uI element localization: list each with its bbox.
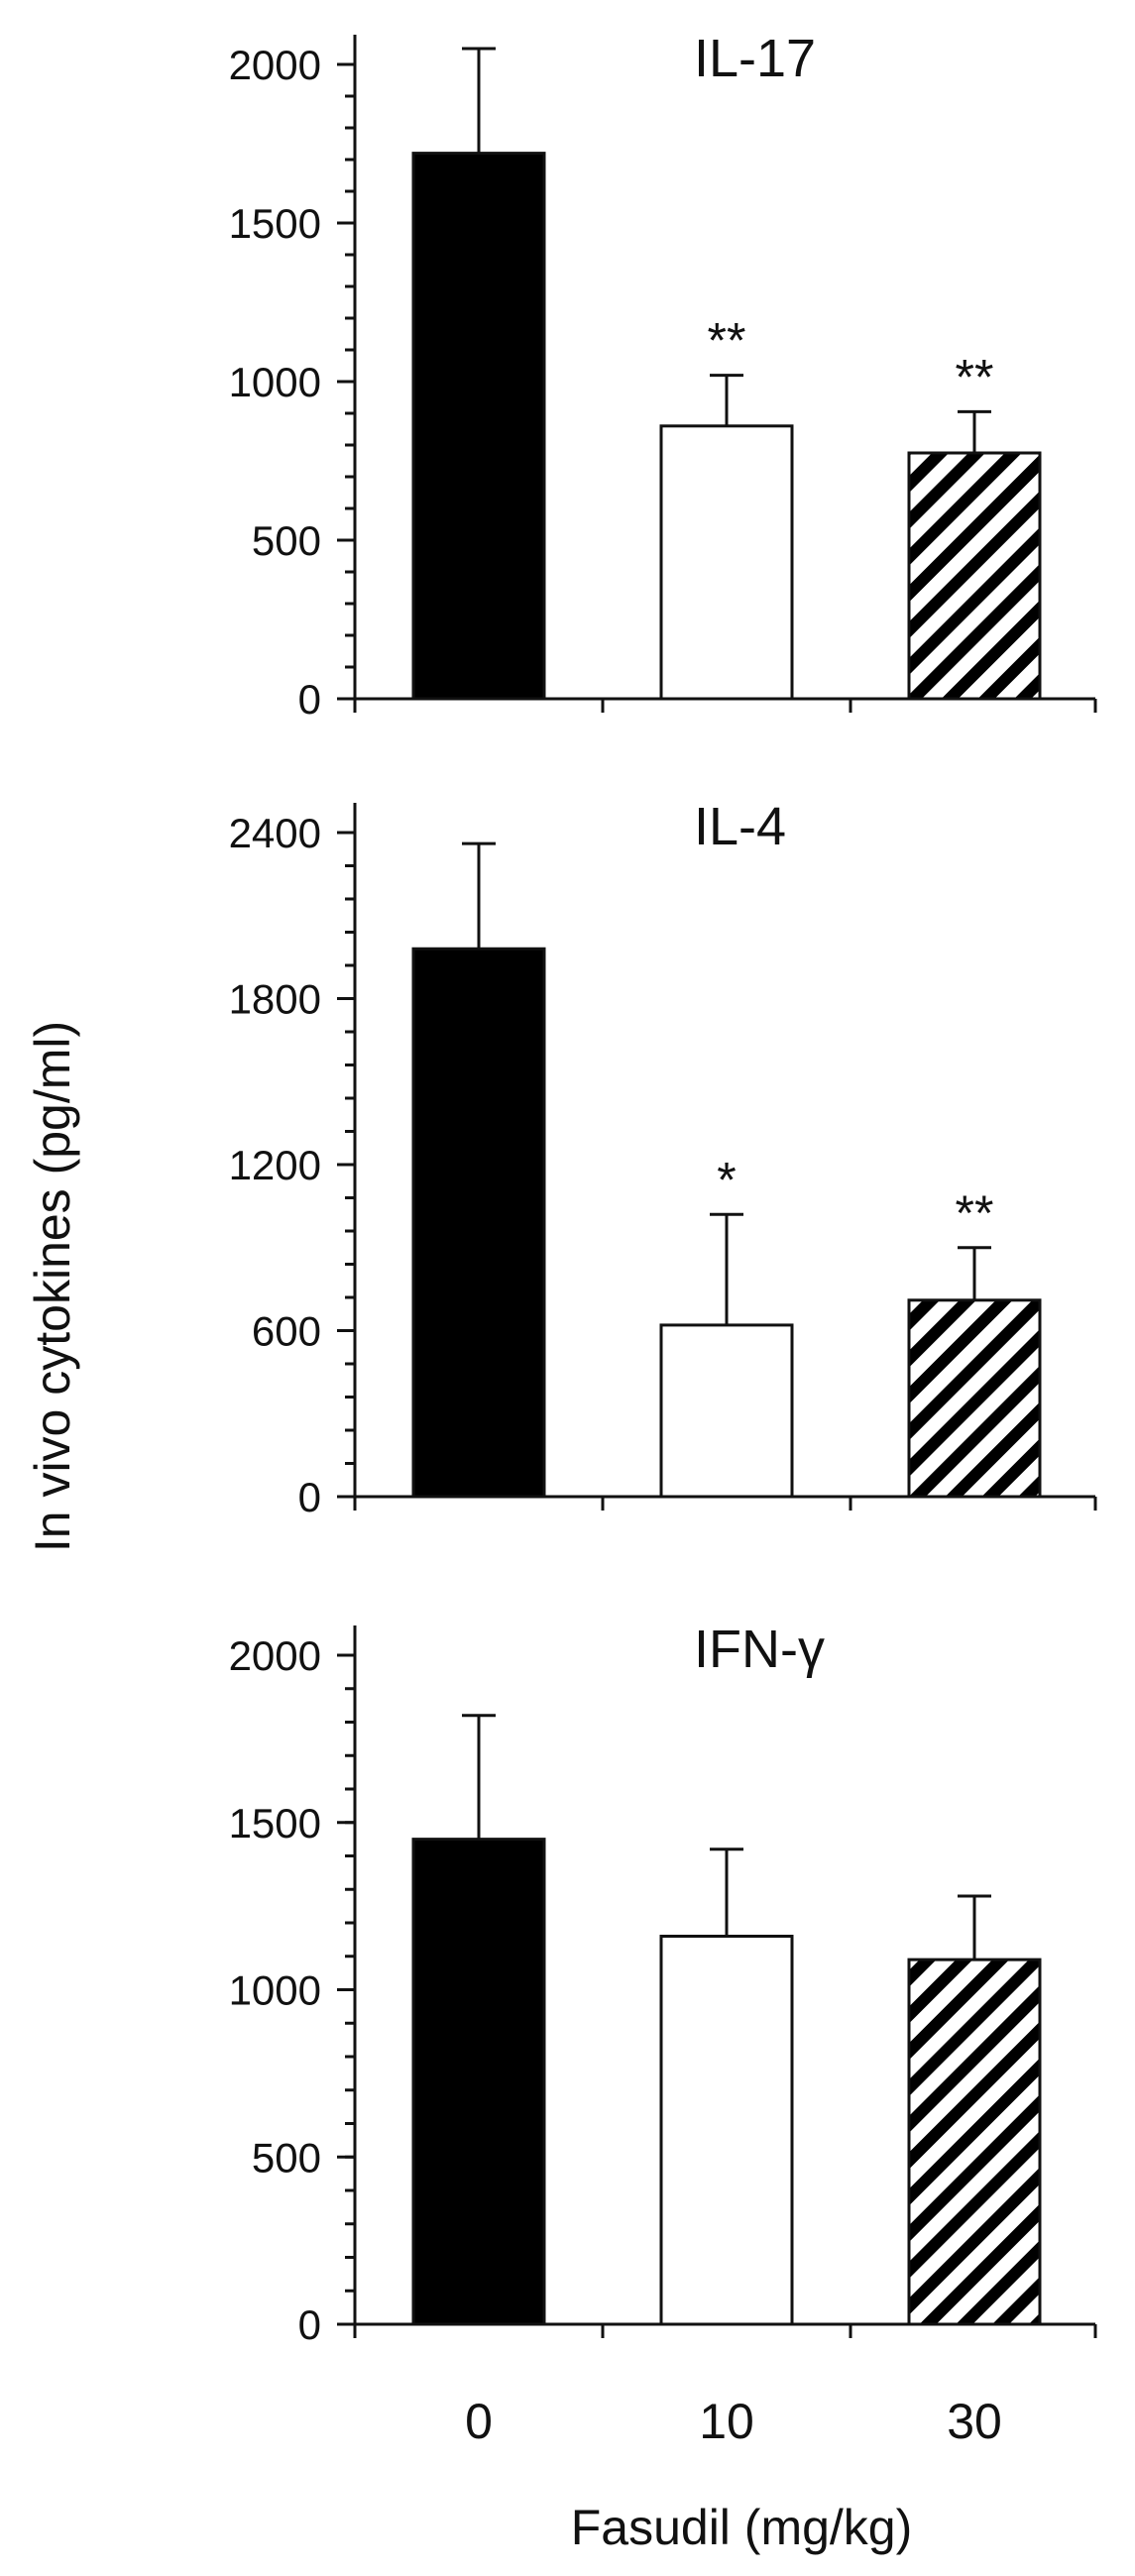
y-tick-label: 1500 bbox=[229, 200, 321, 247]
x-axis-title: Fasudil (mg/kg) bbox=[571, 2500, 913, 2555]
y-tick-label: 1200 bbox=[229, 1142, 321, 1188]
bar-30 bbox=[907, 1298, 1042, 1499]
y-tick-label: 0 bbox=[298, 676, 321, 723]
x-tick-label: 30 bbox=[947, 2394, 1002, 2449]
panel-title: IL-4 bbox=[694, 797, 786, 856]
y-tick-label: 2000 bbox=[229, 1632, 321, 1679]
x-tick-label: 10 bbox=[699, 2394, 754, 2449]
bar-10 bbox=[659, 1935, 794, 2326]
y-tick-label: 1800 bbox=[229, 976, 321, 1023]
y-tick-label: 2000 bbox=[229, 42, 321, 88]
y-tick-label: 2400 bbox=[229, 810, 321, 856]
significance-mark: ** bbox=[708, 313, 746, 369]
y-tick-label: 500 bbox=[252, 2134, 321, 2181]
bar-30 bbox=[907, 451, 1042, 701]
bar-30 bbox=[907, 1958, 1042, 2326]
panel-il17: 0 500 1000 1500 2000 IL-17 ** ** bbox=[229, 29, 1097, 723]
bar-10 bbox=[659, 424, 794, 701]
y-tick-label: 1500 bbox=[229, 1800, 321, 1847]
x-tick-label: 0 bbox=[465, 2394, 493, 2449]
bar-10 bbox=[659, 1323, 794, 1499]
y-tick-label: 0 bbox=[298, 1474, 321, 1520]
y-tick-label: 1000 bbox=[229, 1967, 321, 2014]
bar-0 bbox=[411, 152, 546, 701]
bar-0 bbox=[411, 947, 546, 1499]
y-tick-label: 600 bbox=[252, 1308, 321, 1355]
panel-title: IFN-γ bbox=[694, 1620, 825, 1679]
y-tick-label: 1000 bbox=[229, 359, 321, 405]
significance-mark: ** bbox=[956, 1185, 994, 1241]
bar-0 bbox=[411, 1838, 546, 2326]
y-tick-label: 500 bbox=[252, 517, 321, 564]
significance-mark: * bbox=[717, 1152, 736, 1207]
x-tick-labels: 0 10 30 bbox=[465, 2394, 1002, 2449]
panel-ifn-gamma: 0 500 1000 1500 2000 IFN-γ bbox=[229, 1620, 1097, 2348]
panel-title: IL-17 bbox=[694, 29, 816, 88]
y-axis-title: In vivo cytokines (pg/ml) bbox=[25, 1021, 80, 1552]
significance-mark: ** bbox=[956, 349, 994, 404]
y-tick-label: 0 bbox=[298, 2301, 321, 2348]
